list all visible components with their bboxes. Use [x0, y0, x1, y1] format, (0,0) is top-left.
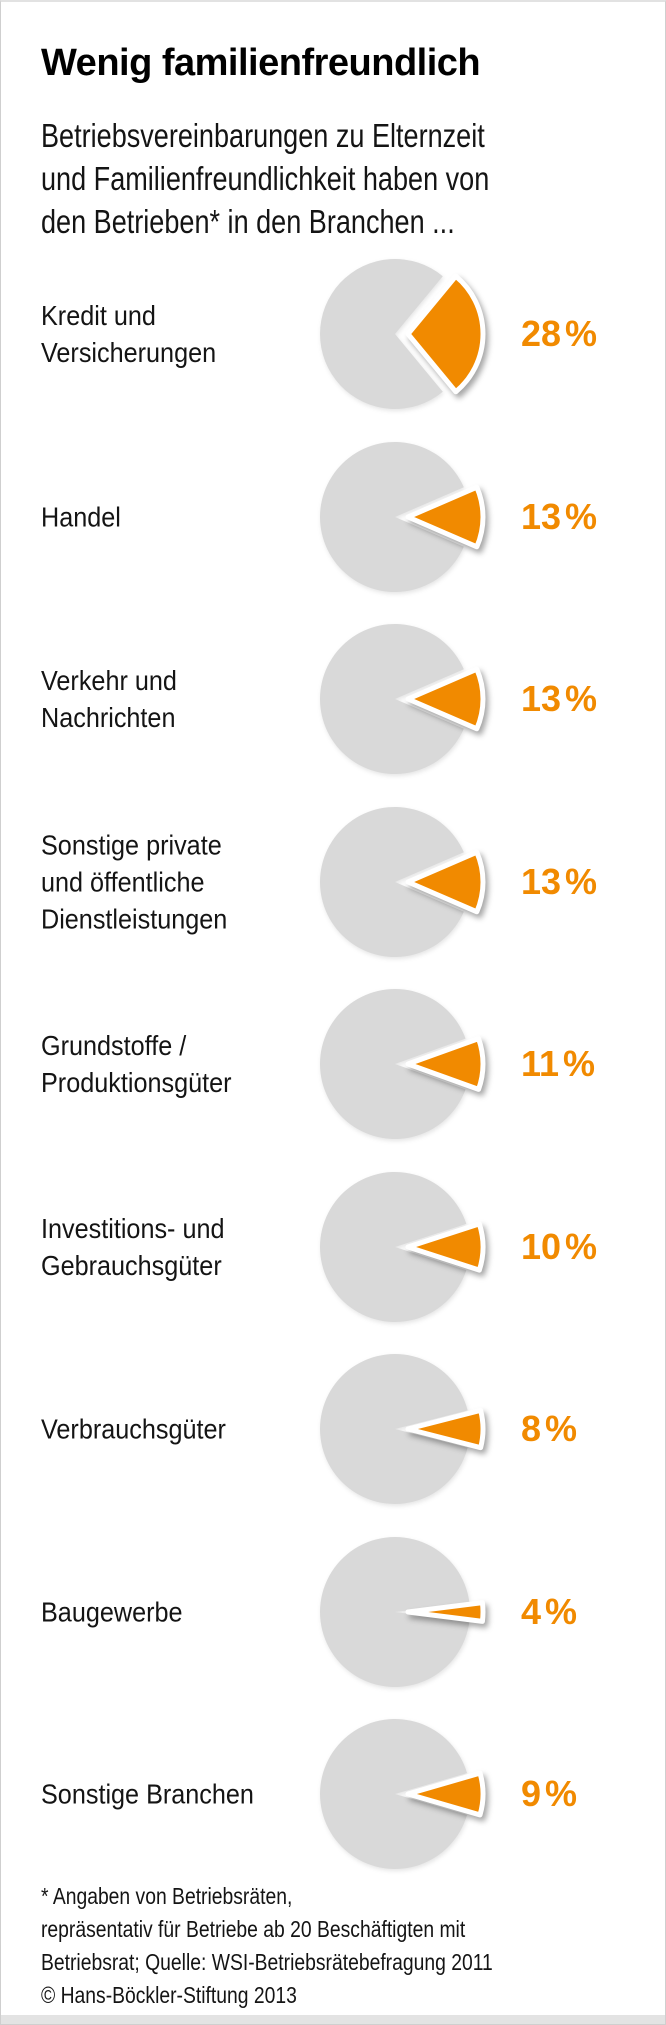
pie-slice — [405, 849, 486, 915]
pie-row: Sonstige Branchen 9 % — [1, 1703, 665, 1886]
bottom-strip — [1, 2015, 665, 2024]
pie-rest — [320, 1354, 468, 1505]
value-label: 13 % — [521, 860, 598, 902]
pie-row: Sonstige private und öffentliche Dienstlei… — [1, 791, 665, 974]
row-label: Kredit und Versicherungen — [41, 297, 216, 371]
pie-row: Verbrauchsgüter 8 % — [1, 1338, 665, 1521]
footnote-line: * Angaben von Betriebsräten, — [41, 1883, 293, 1909]
footnote-line: Betriebsrat; Quelle: WSI-Betriebsrätebef… — [41, 1949, 493, 1975]
footnote-line: © Hans-Böckler-Stiftung 2013 — [41, 1982, 297, 2008]
pie-chart — [320, 989, 486, 1140]
pie-chart — [320, 1171, 486, 1322]
header: Wenig familienfreundlich Betriebsvereinb… — [41, 42, 645, 243]
pie-chart — [320, 1536, 486, 1687]
pie-slice — [405, 273, 486, 395]
row-label-line: Investitions- und — [41, 1212, 225, 1244]
pie-rest — [320, 806, 464, 957]
row-label-line: Grundstoffe / — [41, 1030, 187, 1062]
pie-slice — [405, 1036, 486, 1093]
pie-rest — [320, 441, 464, 592]
row-label: Baugewerbe — [41, 1593, 183, 1630]
value-label: 13 % — [521, 678, 598, 720]
pie-rest — [320, 1719, 468, 1870]
row-label: Sonstige Branchen — [41, 1776, 254, 1813]
row-label: Investitions- und Gebrauchsgüter — [41, 1210, 225, 1284]
pie-slice — [405, 1770, 486, 1818]
footnote: * Angaben von Betriebsräten, repräsentat… — [41, 1880, 548, 2012]
row-label: Grundstoffe / Produktionsgüter — [41, 1027, 232, 1101]
pie-rest — [320, 624, 464, 775]
value-label: 13 % — [521, 495, 598, 537]
value-label: 11 % — [521, 1043, 596, 1085]
pie-slice — [405, 1599, 486, 1624]
row-label-line: Versicherungen — [41, 337, 217, 369]
subtitle-line: Betriebsvereinbarungen zu Elternzeit — [41, 116, 485, 154]
pie-row: Investitions- und Gebrauchsgüter 10 % — [1, 1156, 665, 1339]
pie-rest — [320, 259, 443, 410]
pie-row: Grundstoffe / Produktionsgüter 11 % — [1, 973, 665, 1156]
pie-chart — [320, 259, 486, 410]
pie-rest — [320, 1536, 470, 1687]
row-label-line: Verbrauchsgüter — [41, 1413, 226, 1445]
value-label: 28 % — [521, 313, 598, 355]
pie-row: Kredit und Versicherungen 28 % — [1, 243, 665, 426]
value-label: 10 % — [521, 1225, 598, 1267]
value-label: 9 % — [521, 1773, 578, 1815]
pie-slice — [405, 1408, 486, 1451]
pie-row: Handel 13 % — [1, 426, 665, 609]
row-label: Handel — [41, 498, 121, 535]
subtitle-line: und Familienfreundlichkeit haben von — [41, 159, 490, 197]
pie-chart — [320, 441, 486, 592]
row-label-line: Kredit und — [41, 300, 156, 332]
row-label-line: Dienstleistungen — [41, 903, 228, 935]
row-label-line: Produktionsgüter — [41, 1067, 232, 1099]
subtitle-line: den Betrieben* in den Branchen ... — [41, 202, 455, 240]
row-label-line: Nachrichten — [41, 702, 176, 734]
row-label: Sonstige private und öffentliche Dienstlei… — [41, 826, 227, 937]
chart-subtitle: Betriebsvereinbarungen zu Elternzeit und… — [41, 114, 536, 243]
pie-slice — [405, 484, 486, 550]
pie-chart — [320, 624, 486, 775]
row-label-line: Gebrauchsgüter — [41, 1249, 222, 1281]
pie-slice — [405, 1221, 486, 1273]
row-label-line: Handel — [41, 501, 121, 533]
row-label-line: Baugewerbe — [41, 1596, 183, 1628]
pie-rest — [320, 989, 466, 1140]
value-label: 8 % — [521, 1408, 578, 1450]
row-label: Verbrauchsgüter — [41, 1411, 226, 1448]
row-label-line: und öffentliche — [41, 866, 205, 898]
pie-chart — [320, 806, 486, 957]
page-title: Wenig familienfreundlich — [41, 42, 481, 84]
pie-row: Baugewerbe 4 % — [1, 1521, 665, 1704]
footnote-line: repräsentativ für Betriebe ab 20 Beschäf… — [41, 1916, 466, 1942]
row-label-line: Sonstige private — [41, 829, 222, 861]
pie-rows: Kredit und Versicherungen 28 % Handel 13 % Ve… — [1, 243, 665, 1886]
row-label-line: Verkehr und — [41, 665, 177, 697]
pie-chart — [320, 1719, 486, 1870]
value-label: 4 % — [521, 1590, 578, 1632]
row-label: Verkehr und Nachrichten — [41, 662, 177, 736]
pie-row: Verkehr und Nachrichten 13 % — [1, 608, 665, 791]
pie-slice — [405, 666, 486, 732]
pie-rest — [320, 1171, 467, 1322]
pie-chart — [320, 1354, 486, 1505]
row-label-line: Sonstige Branchen — [41, 1778, 254, 1810]
